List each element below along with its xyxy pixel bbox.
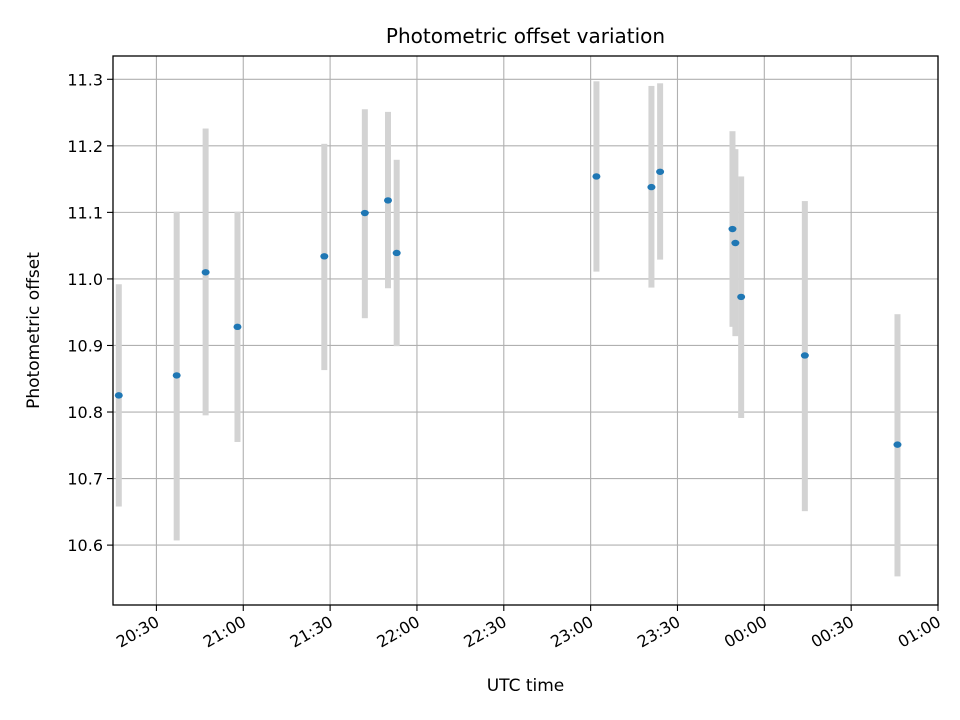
data-point: [737, 293, 746, 301]
x-tick-label: 20:30: [113, 612, 162, 652]
data-point: [201, 269, 210, 276]
y-tick-label: 11.1: [67, 203, 103, 222]
x-tick-label: 21:00: [200, 612, 249, 652]
y-tick-label: 11.2: [67, 137, 103, 156]
axes: 20:30 21:00 21:30 22:00 22:30 23:00 23:30 00:00…: [67, 70, 944, 651]
x-tick-label: 21:30: [287, 612, 336, 652]
x-axis-title: UTC time: [487, 676, 565, 696]
data-point: [592, 173, 601, 180]
y-tick-label: 10.9: [67, 336, 103, 355]
data-point: [731, 239, 740, 247]
x-tick-label: 00:30: [808, 612, 857, 652]
data-point: [360, 209, 369, 217]
data-point: [320, 253, 329, 260]
data-point: [647, 183, 656, 191]
x-tick-label: 22:00: [374, 612, 423, 652]
data-point: [893, 441, 902, 448]
data-point: [392, 249, 401, 257]
data-points: [114, 168, 902, 448]
x-tick-label: 01:00: [895, 612, 944, 652]
x-tick-label: 00:00: [721, 612, 770, 652]
x-tick-label: 22:30: [460, 612, 509, 652]
data-point: [384, 197, 392, 204]
data-point: [656, 168, 665, 175]
data-point: [114, 392, 123, 399]
chart-title: Photometric offset variation: [386, 24, 665, 48]
y-axis-title: Photometric offset: [24, 252, 44, 409]
plot-frame: [112, 55, 939, 606]
y-tick-label: 11.0: [67, 270, 103, 289]
grid: [113, 56, 939, 605]
y-tick-label: 10.6: [67, 536, 103, 555]
y-tick-label: 10.7: [67, 470, 103, 489]
data-point: [800, 352, 809, 359]
data-point: [728, 225, 737, 233]
x-tick-label: 23:30: [634, 612, 683, 652]
x-tick-label: 23:00: [547, 612, 596, 652]
data-point: [172, 372, 181, 379]
error-bars: [115, 81, 901, 577]
y-tick-label: 10.8: [67, 403, 103, 422]
data-point: [233, 323, 242, 331]
y-tick-label: 11.3: [67, 70, 103, 89]
